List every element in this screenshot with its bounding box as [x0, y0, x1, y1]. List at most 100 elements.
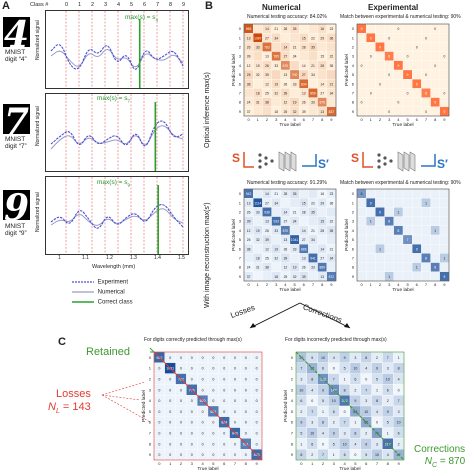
matrix-cell [439, 244, 450, 254]
matrix-cell-value: 28 [284, 27, 288, 31]
matrix-cell-value: 0 [311, 399, 313, 403]
matrix-cell-value: 0 [256, 432, 258, 436]
matrix-col-tick: 5 [212, 461, 215, 466]
matrix-cell [393, 106, 404, 117]
matrix-row-tick: 8 [352, 265, 355, 270]
matrix-cell-value: 8 [425, 257, 427, 261]
matrix-cell [356, 79, 367, 89]
matrix-cell-value: 19 [256, 64, 260, 68]
losses-pointer-lines [101, 381, 151, 423]
matrix-cell-value: 2 [333, 421, 335, 425]
matrix-cell-value: 33 [293, 247, 297, 251]
matrix-cell-value: 27 [320, 92, 324, 96]
col-experimental: Experimental [368, 3, 419, 12]
matrix-cell-value: 0 [245, 432, 247, 436]
matrix-cell-value: 0 [158, 442, 160, 446]
matrix-row-tick: 5 [239, 237, 242, 242]
matrix-row-tick: 3 [291, 387, 294, 392]
matrix-cell [393, 51, 404, 61]
matrix-cell-value: 19 [256, 229, 260, 233]
matrix-row-tick: 0 [352, 26, 355, 31]
matrix-cell-value: 9 [379, 211, 381, 215]
matrix-cell-value: 9 [344, 356, 346, 360]
matrix-cell-value: 34 [311, 73, 315, 77]
matrix-cell-value: 4 [365, 367, 367, 371]
col-numerical: Numerical [262, 3, 301, 12]
matrix-cell [402, 42, 413, 52]
s-to-sprime-schematic-numerical: S S′ [232, 142, 332, 178]
matrix-cell [326, 42, 337, 52]
matrix-cell-value: 7 [398, 399, 400, 403]
matrix-cell [430, 234, 440, 245]
matrix-cell [393, 79, 404, 89]
matrix-cell [430, 79, 440, 89]
matrix-cell [439, 79, 450, 89]
matrix-cell [421, 234, 431, 245]
matrix-cell-value: 4 [376, 410, 378, 414]
matrix-cell-value: 0 [361, 101, 363, 105]
legend-correct-class: Correct class [72, 299, 133, 306]
matrix-cell [421, 262, 431, 272]
matrix-cell [308, 51, 318, 61]
matrix-cell-value: 9 [434, 101, 436, 105]
matrix-row-tick: 6 [352, 246, 355, 251]
matrix-cell-value: 0 [397, 101, 399, 105]
matrix-cell-value: 38 [265, 101, 269, 105]
matrix-cell-value: 0 [223, 356, 225, 360]
matrix-col-tick: 9 [330, 117, 333, 122]
label-line1: MNIST [5, 136, 26, 143]
matrix-cell [289, 253, 300, 263]
matrix-cell-value: 3 [365, 399, 367, 403]
matrix-cell-value: 6 [344, 453, 346, 457]
matrix-cell-value: 8 [388, 220, 390, 224]
matrix-cell-value: 0 [256, 367, 258, 371]
matrix-row-tick: 9 [352, 274, 355, 279]
matrix-cell-value: 3 [376, 442, 378, 446]
predicted-label-axis: Predicted label [231, 54, 237, 86]
matrix-cell-value: 1 [443, 257, 445, 261]
matrix-row-tick: 7 [149, 431, 152, 436]
matrix-cell [366, 23, 376, 34]
class-tick: 1 [78, 2, 82, 8]
matrix-cell [366, 79, 376, 89]
max-label-7: max(s) = s7 [97, 95, 131, 104]
matrix-cell [402, 216, 413, 226]
matrix-cell-value: 22 [311, 201, 315, 205]
corrections-title: Corrections [414, 444, 466, 455]
matrix-cell-value: 1 [388, 275, 390, 279]
matrix-cell-value: 25 [247, 73, 251, 77]
losses-label: Losses NL = 143 [48, 388, 91, 418]
matrix-cell [271, 262, 281, 272]
matrix-cell-value: 0 [169, 421, 171, 425]
matrix-cell [317, 234, 327, 245]
matrix-cell [421, 216, 431, 226]
matrix-cell [393, 244, 404, 254]
matrix-cell-value: 38 [247, 247, 251, 251]
matrix-cell-value: 1 [370, 220, 372, 224]
matrix-col-tick: 5 [406, 282, 409, 287]
matrix-cell-value: 7 [344, 421, 346, 425]
matrix-cell-value: 8 [376, 399, 378, 403]
matrix-cell [384, 262, 394, 272]
matrix-cell [366, 271, 376, 282]
matrix-cell-value: 19 [274, 82, 278, 86]
matrix-cell-value: 0 [169, 378, 171, 382]
matrix-cell-value: 933 [273, 220, 279, 224]
row2-label: With image reconstruction max(s′) [204, 202, 211, 308]
digit-glyph: 9 [3, 187, 30, 229]
matrix-cell-value: 938 [264, 211, 270, 215]
matrix-cell-value: 8 [354, 432, 356, 436]
matrix-cell-value: 0 [191, 399, 193, 403]
matrix-cell-value: 12 [265, 82, 269, 86]
matrix-cell-value: 0 [245, 410, 247, 414]
matrix-cell-value: 147 [331, 388, 337, 392]
matrix-cell [421, 188, 431, 199]
matrix-cell [412, 216, 422, 226]
matrix-cell [356, 33, 367, 43]
matrix-cell-value: 700 [292, 73, 298, 77]
matrix-col-tick: 8 [387, 461, 390, 466]
matrix-cell-value: 0 [191, 367, 193, 371]
matrix-cell-value: 35 [293, 27, 297, 31]
matrix-cell-value: 36 [330, 36, 334, 40]
class-header: Class # [30, 2, 49, 8]
